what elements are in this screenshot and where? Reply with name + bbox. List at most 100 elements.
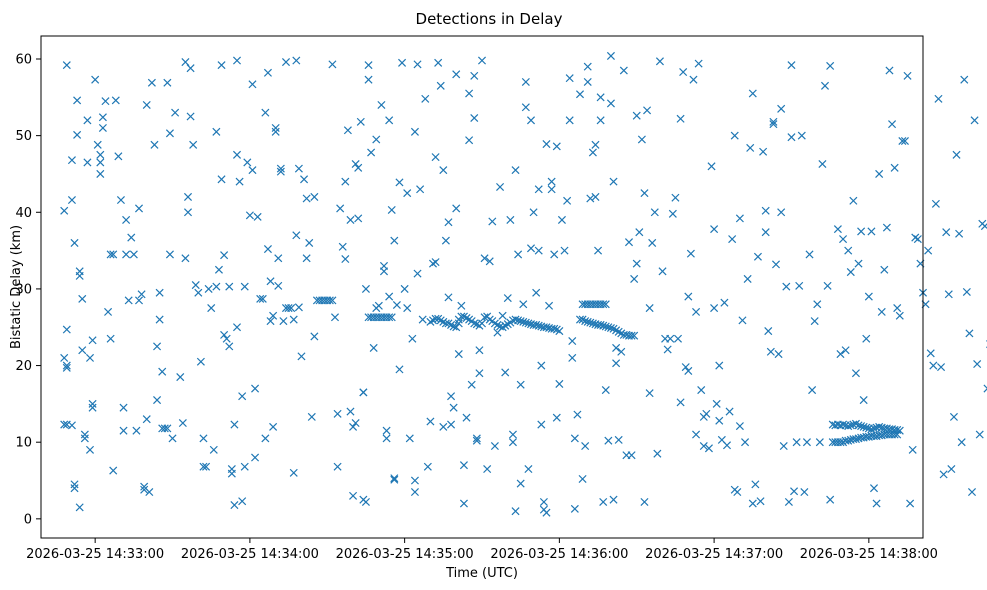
data-point: [578, 474, 587, 484]
data-point: [403, 189, 412, 198]
data-point: [467, 380, 476, 389]
data-point: [862, 334, 871, 343]
data-point: [962, 287, 971, 297]
data-point: [640, 189, 649, 198]
data-point: [351, 419, 360, 428]
data-point: [903, 71, 912, 80]
data-point: [292, 56, 301, 65]
data-point: [560, 246, 569, 255]
data-point: [104, 307, 113, 316]
data-point: [805, 250, 814, 259]
data-point: [111, 96, 120, 105]
data-point: [452, 204, 461, 213]
data-point: [400, 284, 409, 293]
data-point: [214, 265, 223, 274]
data-point: [702, 409, 711, 418]
data-point: [266, 317, 275, 326]
data-point: [514, 316, 523, 325]
data-point: [547, 185, 556, 194]
data-point: [764, 327, 773, 336]
data-point: [663, 345, 672, 354]
data-point: [797, 131, 806, 140]
data-point: [872, 499, 881, 508]
data-point: [728, 235, 737, 244]
data-point: [106, 250, 115, 259]
data-point: [880, 265, 889, 274]
data-point: [88, 399, 97, 408]
data-point: [526, 244, 536, 253]
data-point: [532, 320, 541, 329]
data-point: [839, 420, 848, 429]
data-point: [581, 317, 590, 326]
data-point: [263, 245, 272, 254]
data-point: [594, 246, 603, 255]
data-point: [238, 497, 247, 506]
data-point: [949, 412, 958, 421]
data-point: [289, 315, 298, 324]
data-point: [586, 194, 595, 203]
data-point: [591, 140, 600, 149]
data-point: [519, 317, 528, 326]
data-point: [462, 413, 471, 422]
data-point: [937, 363, 946, 372]
data-point: [238, 392, 247, 401]
data-point: [746, 143, 755, 152]
data-point: [364, 75, 373, 84]
data-point: [194, 288, 203, 297]
data-point: [637, 135, 646, 144]
data-point: [712, 399, 721, 408]
data-point: [820, 81, 830, 90]
data-point: [818, 159, 827, 169]
data-point: [766, 347, 775, 356]
data-point: [232, 150, 242, 159]
data-point: [686, 249, 695, 258]
data-point: [60, 206, 69, 215]
data-point: [178, 419, 187, 428]
data-point: [395, 178, 404, 187]
data-point: [542, 140, 551, 149]
data-point: [653, 449, 662, 458]
data-point: [168, 434, 177, 443]
data-point: [354, 214, 363, 223]
data-point: [153, 342, 162, 351]
data-point: [581, 442, 590, 451]
data-point: [722, 441, 732, 450]
data-point: [379, 261, 389, 270]
data-point: [885, 66, 894, 75]
data-point: [588, 319, 597, 328]
data-point: [62, 325, 71, 334]
data-point: [563, 196, 572, 205]
data-point: [410, 476, 419, 485]
data-point: [333, 409, 342, 418]
data-point: [408, 334, 417, 343]
x-axis-label: Time (UTC): [445, 566, 518, 581]
data-point: [483, 464, 492, 474]
data-point: [648, 238, 657, 247]
data-point: [526, 116, 536, 125]
data-point: [655, 57, 664, 66]
data-point: [191, 281, 200, 290]
data-point: [369, 343, 378, 352]
data-point: [403, 304, 412, 313]
data-point: [539, 497, 548, 507]
y-tick-label: 0: [24, 512, 32, 527]
data-point: [225, 342, 234, 351]
data-point: [73, 96, 82, 105]
data-point: [826, 61, 835, 70]
data-point: [209, 445, 218, 454]
data-point: [777, 208, 786, 217]
data-point: [83, 158, 92, 167]
data-point: [140, 485, 149, 494]
data-point: [129, 250, 138, 259]
data-point: [844, 436, 853, 445]
data-point: [833, 225, 842, 234]
data-point: [735, 214, 744, 223]
data-point: [508, 430, 517, 439]
data-point: [80, 430, 89, 439]
plot-area-frame: [40, 35, 924, 539]
data-point: [263, 68, 272, 77]
data-point: [681, 363, 690, 372]
data-point: [869, 484, 879, 493]
data-point: [975, 430, 984, 439]
data-point: [147, 78, 156, 87]
